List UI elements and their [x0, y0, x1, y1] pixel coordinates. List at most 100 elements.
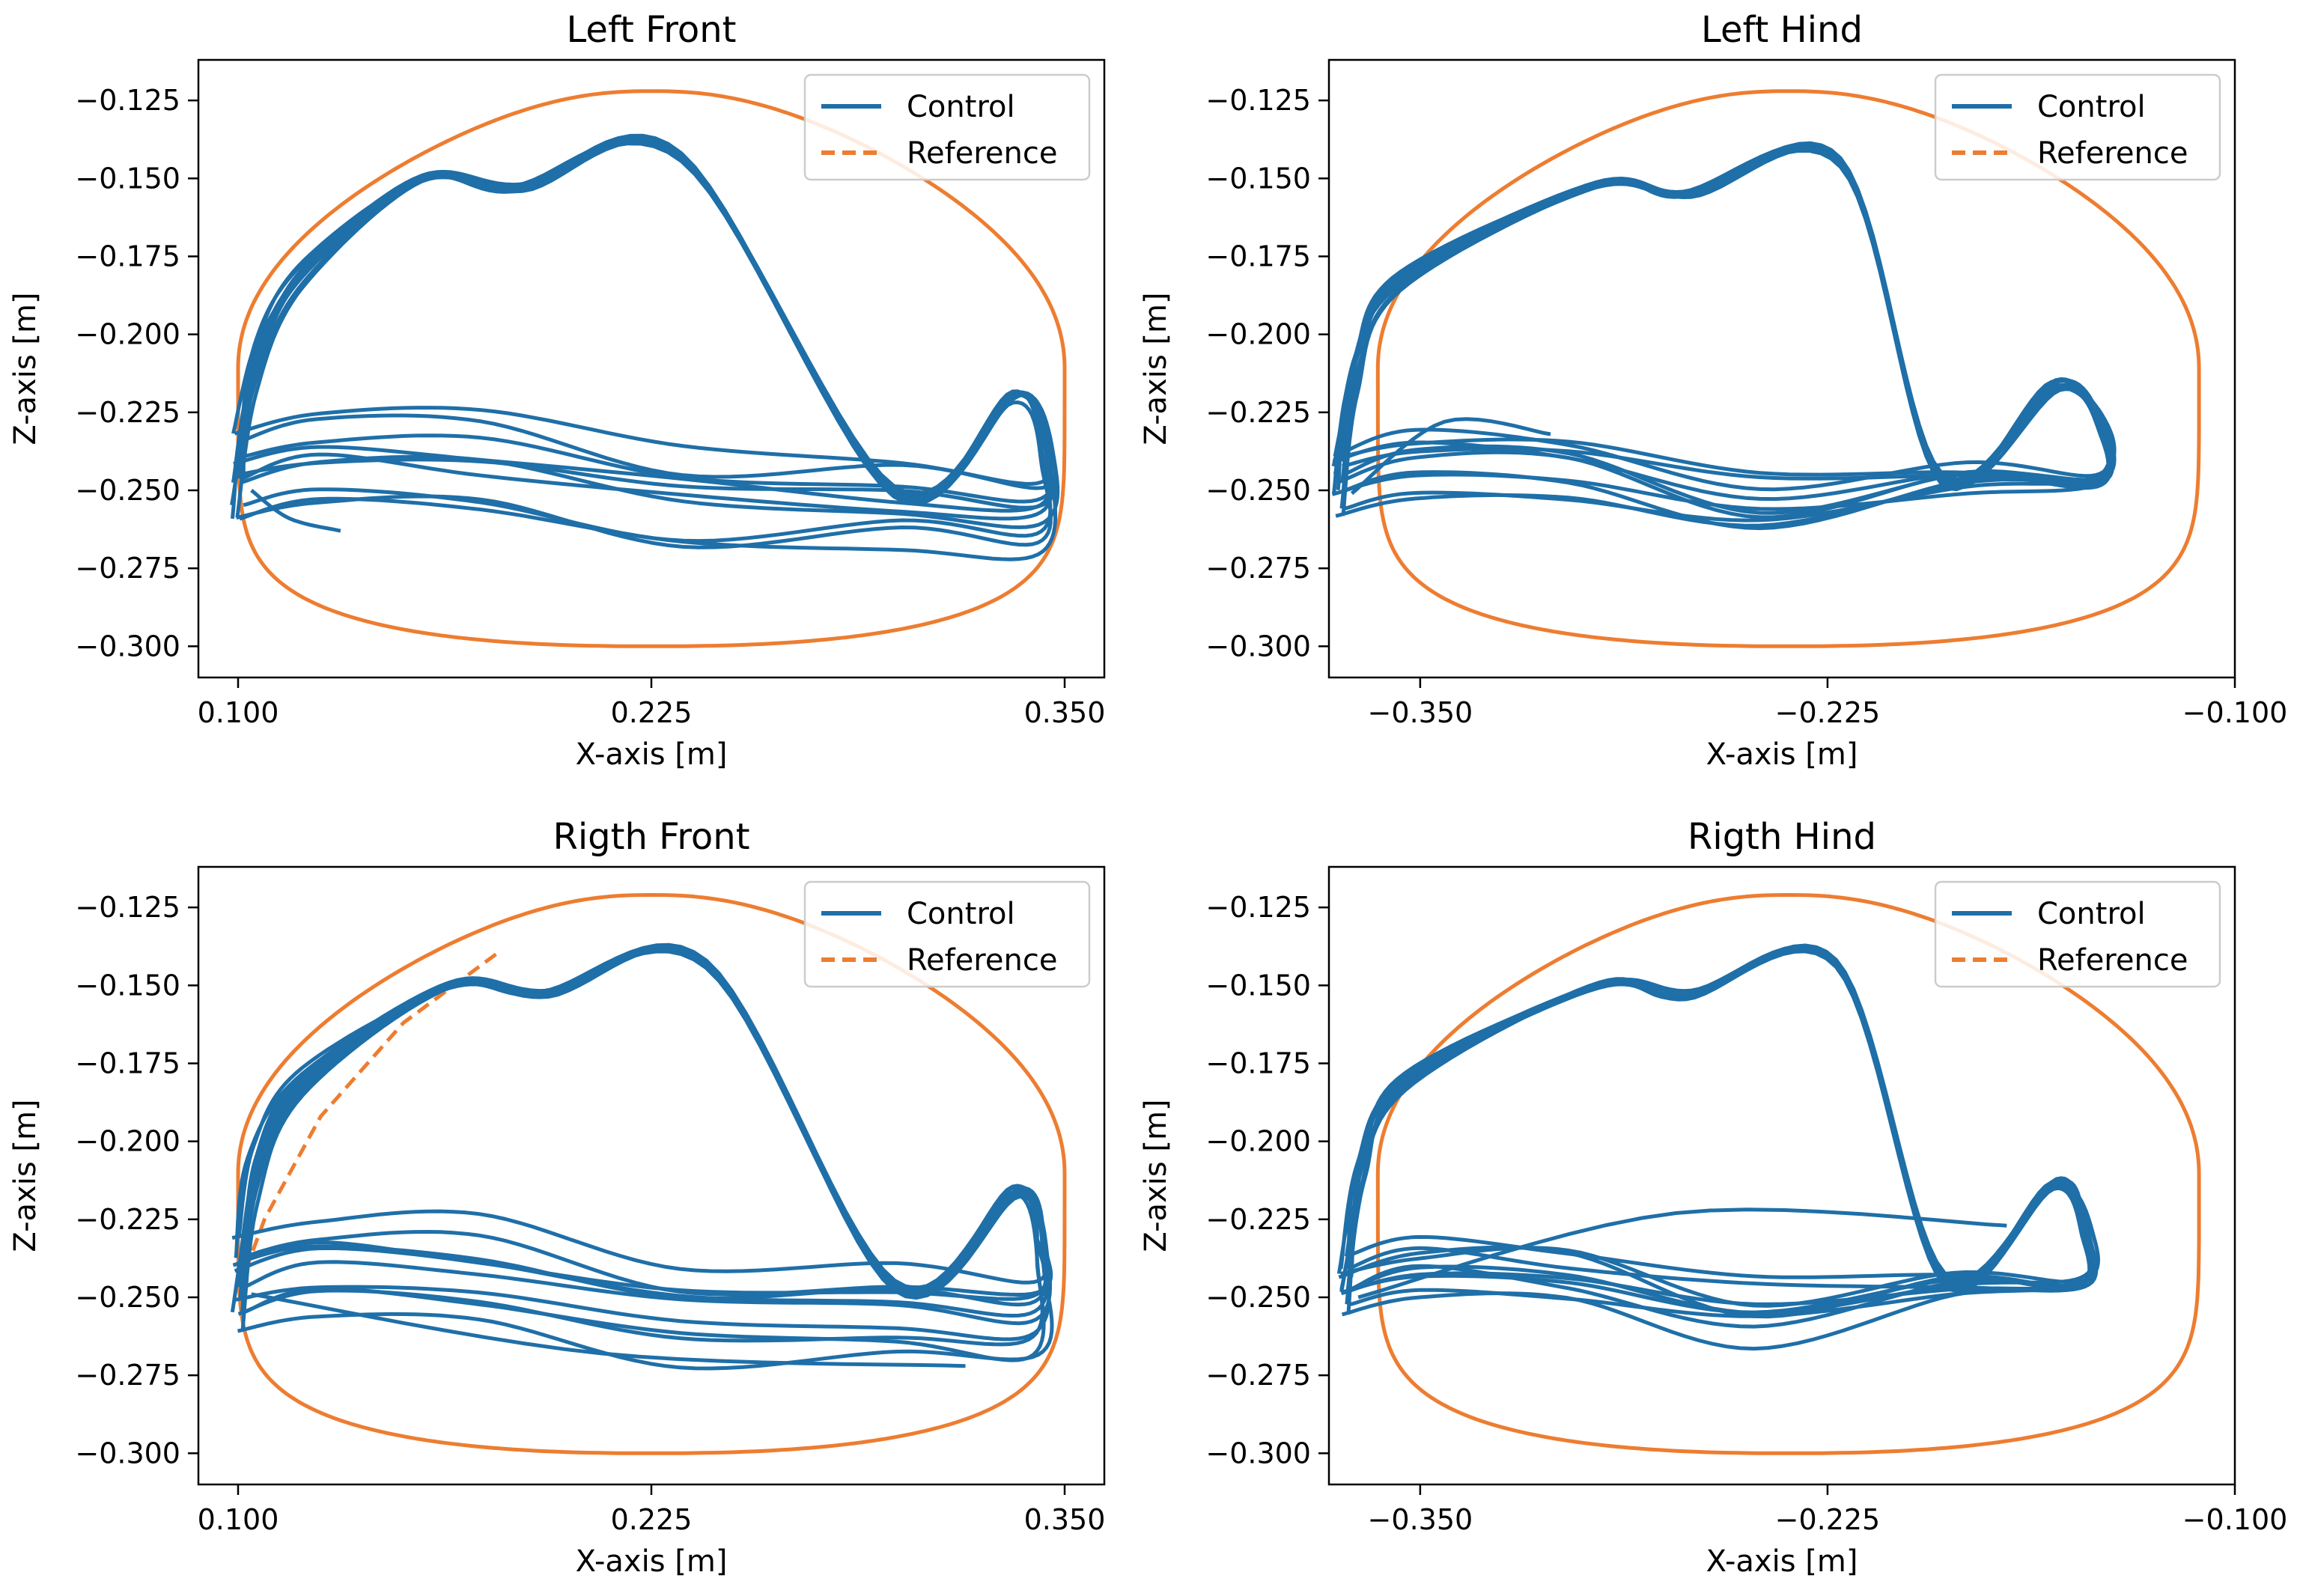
- y-tick-label: −0.275: [1205, 552, 1311, 585]
- x-tick-label: 0.100: [198, 1503, 279, 1536]
- x-tick-label: −0.225: [1775, 1503, 1881, 1536]
- y-tick-label: −0.225: [75, 396, 180, 429]
- x-tick-label: −0.100: [2182, 696, 2288, 729]
- reference-trajectory: [1375, 892, 2201, 1455]
- subplot-4: −0.350 −0.225 −0.100 −0.125 −0.150 −0.175 −0.2…: [1139, 816, 2287, 1579]
- y-tick-label: −0.300: [1205, 1437, 1311, 1469]
- y-tick-label: −0.300: [75, 1437, 180, 1469]
- x-tick-label: 0.350: [1024, 696, 1106, 729]
- subplot-title: Rigth Hind: [1688, 816, 1876, 858]
- y-tick-label: −0.200: [75, 1125, 180, 1158]
- y-tick-label: −0.175: [1205, 1047, 1311, 1080]
- x-axis-label: X-axis [m]: [576, 737, 728, 772]
- y-axis-label: Z-axis [m]: [8, 292, 43, 445]
- axes-frame: [1327, 58, 2236, 679]
- y-axis-label: Z-axis [m]: [1139, 1099, 1173, 1252]
- control-cycle-10: [1344, 945, 2092, 1292]
- reference-trajectory: [236, 892, 1067, 1455]
- x-tick-label: 0.350: [1024, 1503, 1106, 1536]
- control-tail: [1350, 417, 1551, 496]
- legend-label-control: Control: [907, 90, 1015, 124]
- control-cycle-10: [1334, 141, 2113, 492]
- x-tick-label: −0.350: [1368, 696, 1473, 729]
- control-cycle-7: [242, 949, 1049, 1307]
- reference-dashed-segment: [240, 952, 497, 1283]
- y-tick-label: −0.275: [75, 1359, 180, 1392]
- control-tail: [250, 489, 341, 533]
- control-cycle-4: [234, 942, 1051, 1341]
- control-tail: [251, 1292, 966, 1368]
- x-axis-label: X-axis [m]: [1706, 1544, 1858, 1579]
- reference-trajectory: [1375, 89, 2201, 648]
- legend-label-reference: Reference: [2037, 943, 2188, 978]
- y-tick-label: −0.275: [75, 552, 180, 585]
- control-cycle-8: [1338, 948, 2092, 1319]
- y-tick-label: −0.225: [1205, 1203, 1311, 1236]
- y-tick-label: −0.175: [75, 240, 180, 273]
- control-cycle-10: [231, 948, 1048, 1298]
- subplot-1: 0.100 0.225 0.350 −0.125 −0.150 −0.175 −0.200 −…: [8, 9, 1105, 772]
- control-cycle-2: [1345, 943, 2096, 1318]
- subplot-title: Left Front: [567, 9, 737, 51]
- y-tick-label: −0.175: [75, 1047, 180, 1080]
- legend: Control Reference: [803, 73, 1091, 181]
- y-tick-label: −0.175: [1205, 240, 1311, 273]
- axes-frame: [1327, 865, 2236, 1486]
- control-cycle-6: [1339, 948, 2094, 1329]
- legend-label-control: Control: [2037, 897, 2146, 931]
- legend-label-reference: Reference: [907, 943, 1057, 978]
- y-tick-label: −0.250: [1205, 474, 1311, 507]
- x-axis-label: X-axis [m]: [576, 1544, 728, 1579]
- control-cycle-7: [233, 133, 1052, 513]
- x-axis-label: X-axis [m]: [1706, 737, 1858, 772]
- control-cycle-2: [235, 138, 1053, 549]
- control-cycle-7: [1336, 949, 2100, 1308]
- control-cycle-10: [231, 141, 1053, 496]
- y-tick-label: −0.275: [1205, 1359, 1311, 1392]
- subplot-2: −0.350 −0.225 −0.100 −0.125 −0.150 −0.175 −0.2…: [1139, 9, 2287, 772]
- control-tail: [1357, 1207, 2007, 1300]
- legend-label-control: Control: [2037, 90, 2146, 124]
- x-tick-label: −0.100: [2182, 1503, 2288, 1536]
- y-tick-label: −0.250: [1205, 1281, 1311, 1314]
- legend-label-control: Control: [907, 897, 1015, 931]
- x-tick-label: 0.225: [611, 696, 693, 729]
- y-tick-label: −0.125: [1205, 891, 1311, 924]
- y-tick-label: −0.150: [75, 162, 180, 195]
- y-tick-label: −0.225: [1205, 396, 1311, 429]
- y-tick-label: −0.150: [1205, 969, 1311, 1002]
- y-tick-label: −0.225: [75, 1203, 180, 1236]
- y-tick-label: −0.200: [75, 318, 180, 351]
- control-cycle-9: [1333, 147, 2113, 490]
- y-tick-label: −0.300: [75, 630, 180, 663]
- x-tick-label: −0.350: [1368, 1503, 1473, 1536]
- control-cycle-5: [1347, 946, 2094, 1315]
- x-tick-label: 0.100: [198, 696, 279, 729]
- legend-label-reference: Reference: [2037, 136, 2188, 171]
- y-tick-label: −0.150: [75, 969, 180, 1002]
- subplot-title: Rigth Front: [553, 816, 749, 858]
- x-tick-label: 0.225: [611, 1503, 693, 1536]
- control-cycle-7: [1331, 141, 2114, 490]
- subplot-3: 0.100 0.225 0.350 −0.125 −0.150 −0.175 −0.200 −…: [8, 816, 1105, 1579]
- y-tick-label: −0.200: [1205, 318, 1311, 351]
- control-cycle-4: [1339, 948, 2097, 1315]
- x-tick-label: −0.225: [1775, 696, 1881, 729]
- y-tick-label: −0.125: [75, 84, 180, 117]
- y-tick-label: −0.150: [1205, 162, 1311, 195]
- y-tick-label: −0.300: [1205, 630, 1311, 663]
- y-axis-label: Z-axis [m]: [1139, 292, 1173, 445]
- y-tick-label: −0.250: [75, 1281, 180, 1314]
- reference-trajectory: [236, 89, 1067, 648]
- y-axis-label: Z-axis [m]: [8, 1099, 43, 1252]
- legend-label-reference: Reference: [907, 136, 1057, 171]
- legend: Control Reference: [803, 880, 1091, 988]
- legend: Control Reference: [1934, 73, 2221, 181]
- control-cycle-3: [230, 141, 1053, 543]
- y-tick-label: −0.200: [1205, 1125, 1311, 1158]
- y-tick-label: −0.125: [1205, 84, 1311, 117]
- legend: Control Reference: [1934, 880, 2221, 988]
- y-tick-label: −0.125: [75, 891, 180, 924]
- y-tick-label: −0.250: [75, 474, 180, 507]
